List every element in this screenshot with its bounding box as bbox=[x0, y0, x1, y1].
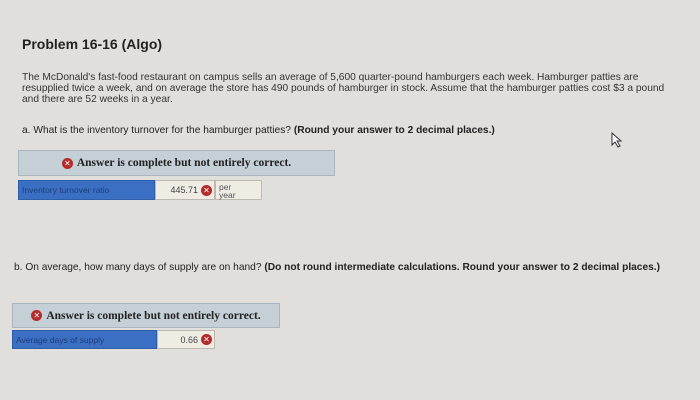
answer-row-b: Average days of supply 0.66 ✕ bbox=[12, 330, 215, 349]
answer-status-banner-a: ✕ Answer is complete but not entirely co… bbox=[18, 150, 335, 176]
x-circle-icon: ✕ bbox=[201, 334, 212, 345]
unit-line-2: year bbox=[219, 190, 236, 200]
x-circle-icon: ✕ bbox=[31, 310, 43, 321]
question-a-instruction: (Round your answer to 2 decimal places.) bbox=[293, 125, 495, 136]
problem-title: Problem 16-16 (Algo) bbox=[22, 36, 163, 52]
unit-line-1: per bbox=[219, 182, 232, 192]
question-b-text: b. On average, how many days of supply a… bbox=[14, 262, 262, 273]
question-b-instruction: (Do not round intermediate calculations.… bbox=[264, 262, 661, 273]
banner-text: Answer is complete but not entirely corr… bbox=[76, 157, 292, 169]
banner-text: Answer is complete but not entirely corr… bbox=[46, 309, 261, 322]
x-circle-icon: ✕ bbox=[61, 157, 73, 169]
answer-row-a: Inventory turnover ratio 445.71 ✕ per ye… bbox=[18, 180, 262, 200]
answer-input-days-of-supply[interactable]: 0.66 ✕ bbox=[157, 330, 215, 349]
answer-unit: per year bbox=[215, 180, 262, 200]
answer-status-banner-b: ✕ Answer is complete but not entirely co… bbox=[12, 303, 280, 328]
mouse-pointer-icon bbox=[611, 132, 623, 148]
question-a-text: a. What is the inventory turnover for th… bbox=[22, 125, 291, 136]
answer-label: Inventory turnover ratio bbox=[18, 180, 155, 200]
answer-label: Average days of supply bbox=[12, 330, 157, 349]
question-a: a. What is the inventory turnover for th… bbox=[22, 125, 495, 136]
x-circle-icon: ✕ bbox=[201, 184, 212, 196]
question-b: b. On average, how many days of supply a… bbox=[14, 262, 684, 274]
answer-value: 445.71 bbox=[170, 185, 198, 195]
answer-input-inventory-turnover[interactable]: 445.71 ✕ bbox=[155, 180, 215, 200]
problem-description: The McDonald's fast-food restaurant on c… bbox=[22, 72, 665, 105]
answer-value: 0.66 bbox=[180, 334, 198, 345]
